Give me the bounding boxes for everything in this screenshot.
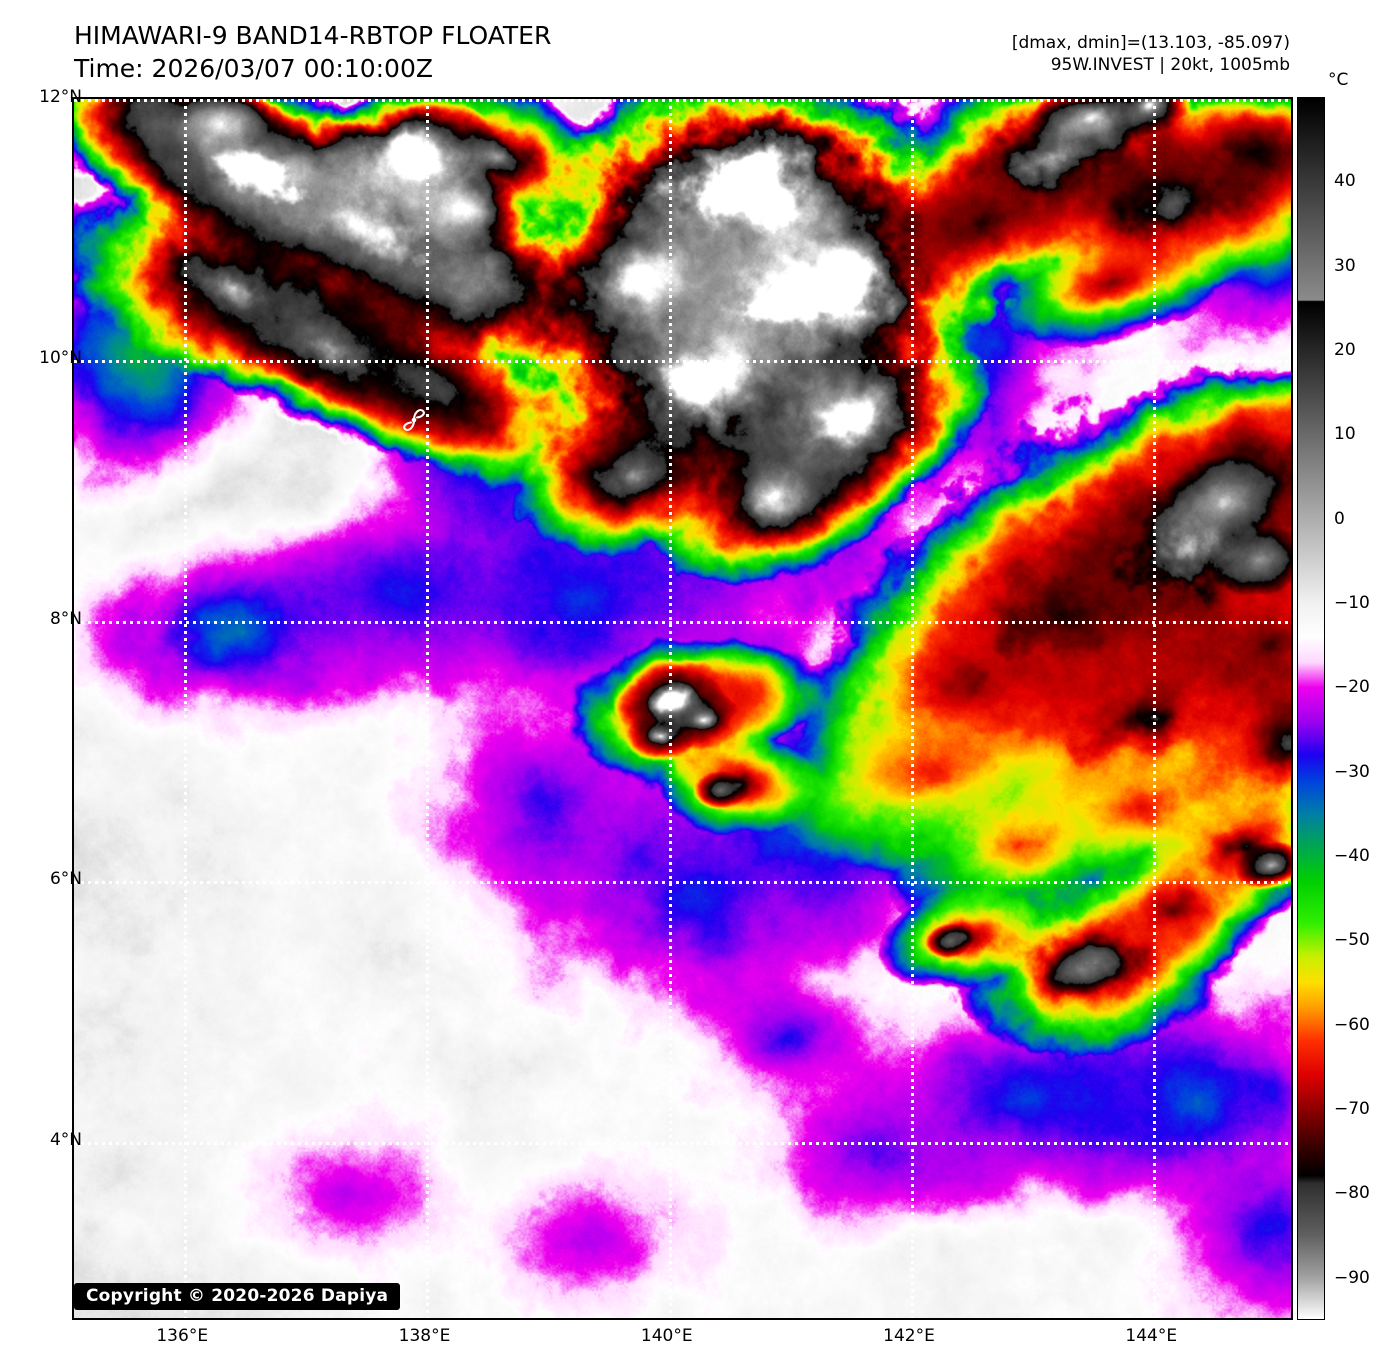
observation-time: Time: 2026/03/07 00:10:00Z	[74, 53, 551, 86]
product-title: HIMAWARI-9 BAND14-RBTOP FLOATER	[74, 20, 551, 53]
colorbar-tick-label: −70	[1334, 1099, 1370, 1119]
gridline-vertical	[1153, 99, 1156, 1318]
colorbar-units-label: °C	[1328, 70, 1348, 90]
gridline-horizontal	[74, 621, 1291, 624]
y-tick-label: 6°N	[50, 869, 82, 889]
colorbar-tick-label: −30	[1334, 762, 1370, 782]
gridline-vertical	[426, 99, 429, 1318]
colorbar-tick-label: −90	[1334, 1268, 1370, 1288]
page-title: HIMAWARI-9 BAND14-RBTOP FLOATER Time: 20…	[74, 20, 551, 85]
colorbar-tick-label: 0	[1334, 509, 1345, 529]
copyright-banner: Copyright © 2020-2026 Dapiya	[74, 1283, 400, 1310]
colorbar-tick-label: −20	[1334, 677, 1370, 697]
temperature-colorbar[interactable]	[1297, 97, 1325, 1320]
gridline-vertical	[669, 99, 672, 1318]
gridline-horizontal	[74, 881, 1291, 884]
x-tick-label: 142°E	[883, 1326, 935, 1346]
gridline-vertical	[911, 99, 914, 1318]
colorbar-gradient	[1298, 98, 1324, 1319]
y-tick-label: 10°N	[39, 348, 82, 368]
gridline-vertical	[184, 99, 187, 1318]
colorbar-tick-label: −80	[1334, 1183, 1370, 1203]
colorbar-tick-label: 20	[1334, 340, 1356, 360]
x-tick-label: 138°E	[399, 1326, 451, 1346]
lat-lon-grid-overlay	[74, 99, 1291, 1318]
storm-id-label: 95W.INVEST | 20kt, 1005mb	[1012, 54, 1290, 76]
colorbar-tick-label: 30	[1334, 256, 1356, 276]
tropical-cyclone-symbol-icon	[396, 402, 432, 438]
colorbar-tick-label: −60	[1334, 1015, 1370, 1035]
gridline-horizontal	[74, 99, 1291, 102]
x-tick-label: 140°E	[641, 1326, 693, 1346]
gridline-horizontal	[74, 1142, 1291, 1145]
y-tick-label: 12°N	[39, 87, 82, 107]
colorbar-tick-label: 10	[1334, 424, 1356, 444]
metadata-block: [dmax, dmin]=(13.103, -85.097) 95W.INVES…	[1012, 32, 1290, 76]
gridline-horizontal	[74, 360, 1291, 363]
colorbar-tick-label: −40	[1334, 846, 1370, 866]
dmax-dmin-label: [dmax, dmin]=(13.103, -85.097)	[1012, 32, 1290, 54]
y-tick-label: 8°N	[50, 609, 82, 629]
satellite-image-plot[interactable]: Copyright © 2020-2026 Dapiya	[72, 97, 1293, 1320]
colorbar-tick-label: −50	[1334, 930, 1370, 950]
x-tick-label: 144°E	[1125, 1326, 1177, 1346]
colorbar-tick-label: 40	[1334, 171, 1356, 191]
colorbar-tick-label: −10	[1334, 593, 1370, 613]
x-tick-label: 136°E	[156, 1326, 208, 1346]
y-tick-label: 4°N	[50, 1130, 82, 1150]
